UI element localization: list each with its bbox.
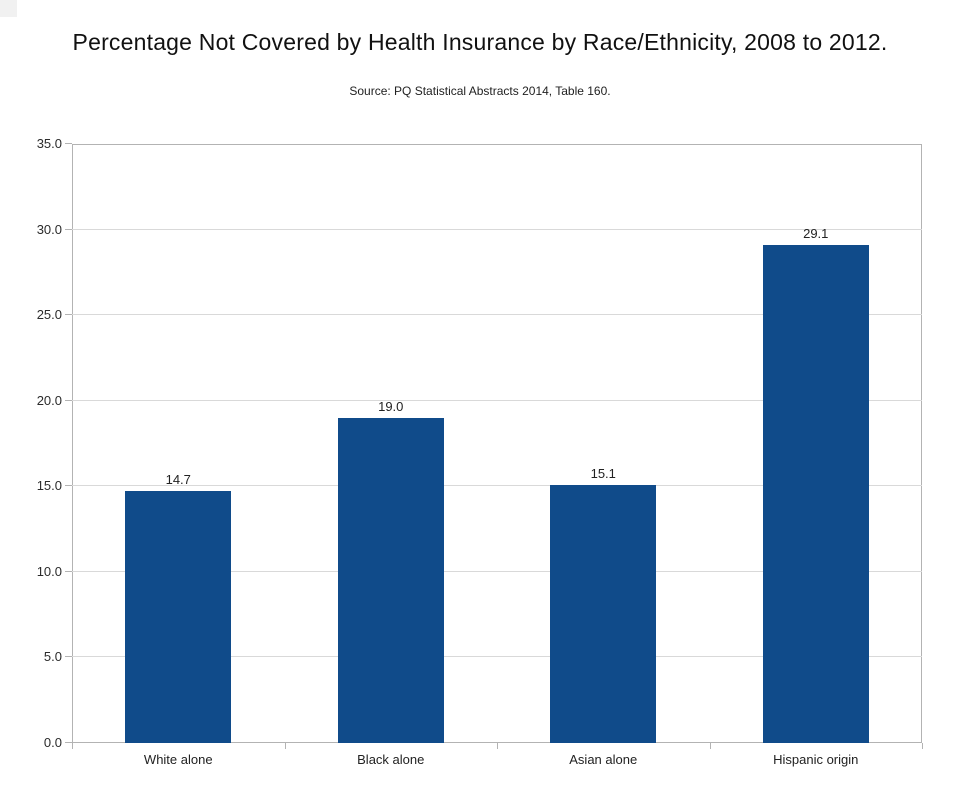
y-axis-label: 35.0 — [36, 136, 62, 151]
bar — [337, 417, 444, 743]
category-label: White alone — [143, 752, 213, 767]
chart-title: Percentage Not Covered by Health Insuran… — [72, 29, 888, 55]
x-axis-tick — [922, 743, 923, 749]
y-axis-label: 20.0 — [36, 392, 62, 408]
bar-value-label: 15.1 — [590, 465, 616, 481]
category-label: Asian alone — [569, 752, 638, 767]
y-gridline — [72, 399, 922, 401]
bar-value-label: 29.1 — [803, 225, 829, 241]
y-axis-label: 0.0 — [43, 735, 62, 750]
y-axis-label: 30.0 — [36, 221, 62, 237]
x-axis-tick — [710, 743, 711, 749]
bar — [125, 491, 232, 743]
y-axis-tick — [65, 314, 72, 316]
y-axis-tick — [65, 228, 72, 230]
y-axis-tick — [65, 143, 72, 144]
corner-artifact — [0, 0, 17, 17]
y-gridline — [72, 485, 922, 487]
bar-value-label: 14.7 — [165, 472, 191, 488]
bar — [762, 244, 869, 743]
bar-value-label: 19.0 — [378, 398, 404, 414]
y-axis-tick — [65, 742, 72, 743]
y-axis-label: 15.0 — [36, 478, 62, 494]
category-label: Black alone — [357, 752, 425, 767]
x-axis-tick — [72, 743, 73, 749]
y-gridline — [72, 314, 922, 316]
y-axis-tick — [65, 399, 72, 401]
bar — [550, 484, 657, 743]
y-gridline — [72, 228, 922, 230]
y-axis-label: 5.0 — [43, 649, 62, 665]
y-gridline — [72, 656, 922, 658]
y-axis-label: 10.0 — [36, 563, 62, 579]
x-axis-tick — [497, 743, 498, 749]
y-axis-tick — [65, 570, 72, 572]
x-axis-tick — [285, 743, 286, 749]
y-gridline — [72, 570, 922, 572]
chart-source-subtitle: Source: PQ Statistical Abstracts 2014, T… — [349, 84, 611, 98]
y-axis-tick — [65, 485, 72, 487]
y-axis-tick — [65, 656, 72, 658]
y-axis-label: 25.0 — [36, 307, 62, 323]
category-label: Hispanic origin — [773, 752, 859, 767]
